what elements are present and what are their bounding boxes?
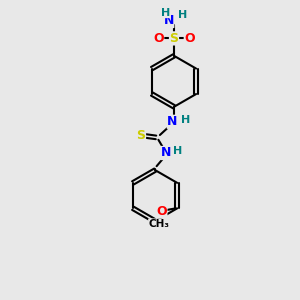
Text: N: N xyxy=(167,115,178,128)
Text: N: N xyxy=(161,146,171,160)
Text: H: H xyxy=(181,115,190,125)
Text: H: H xyxy=(161,8,170,18)
Text: S: S xyxy=(136,129,146,142)
Text: N: N xyxy=(164,14,174,28)
Text: H: H xyxy=(173,146,182,157)
Text: O: O xyxy=(184,32,195,45)
Text: S: S xyxy=(169,32,178,45)
Text: H: H xyxy=(178,10,187,20)
Text: O: O xyxy=(156,205,167,218)
Text: O: O xyxy=(153,32,164,45)
Text: CH₃: CH₃ xyxy=(149,219,170,229)
